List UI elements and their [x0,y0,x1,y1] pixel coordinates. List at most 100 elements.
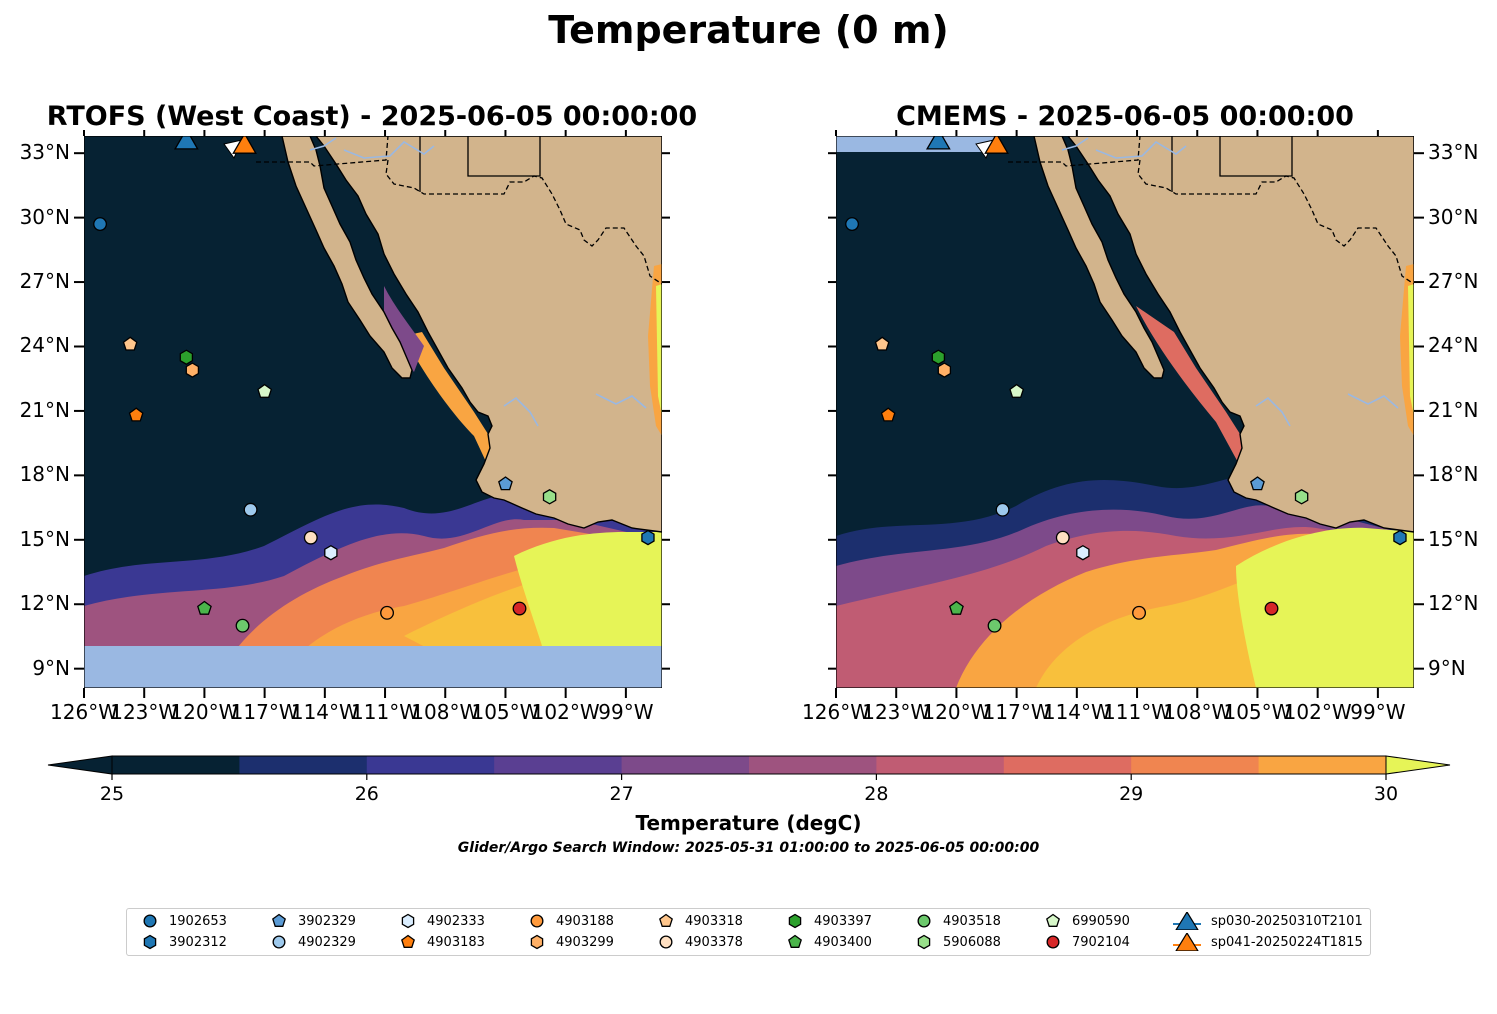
circle-marker-icon [917,914,931,928]
hexagon-marker-icon [143,934,157,950]
float-marker-4903299 [185,362,200,378]
float-marker-3902329 [1250,476,1265,491]
pentagon-glyph [1046,913,1060,927]
float-marker-5906088 [542,489,557,505]
glider-marker-sp030-20250310T2101 [925,136,951,150]
float-marker-4903299 [937,362,952,378]
float-marker-3902312 [1393,529,1407,546]
map-panel-rtofs[interactable] [84,136,662,688]
lon-tick-label-rtofs: 99°W [598,700,654,724]
colorbar-tick-label: 26 [355,783,379,805]
legend-item: 4903400 [786,933,872,951]
legend-label: 4903318 [685,913,743,929]
lat-tick-label-cmems: 15°N [1428,526,1479,551]
lon-tick-label-cmems: 102°W [1283,700,1352,724]
lon-tick-label-cmems: 123°W [862,700,931,724]
circle-marker-icon [530,914,544,928]
legend-label: 4903400 [814,934,872,950]
hexagon-glyph [788,913,802,929]
float-marker-7902104 [512,601,527,616]
circle-glyph [1046,935,1060,949]
lat-tick-label-cmems: 27°N [1428,269,1479,294]
legend-label: 4903518 [943,913,1001,929]
float-marker-4903378 [1055,530,1070,545]
circle-glyph [272,935,286,949]
lon-tick-label-rtofs: 105°W [471,700,540,724]
lon-tick-label-cmems: 126°W [802,700,870,724]
map-panel-cmems[interactable] [836,136,1414,688]
triangle-marker-icon [1173,933,1201,951]
float-marker-4903400 [949,600,964,615]
lat-tick-label-cmems: 21°N [1428,397,1479,422]
lon-tick-label-cmems: 99°W [1350,700,1406,724]
float-marker-4902329 [995,502,1010,517]
colorbar-tick-label: 29 [1119,783,1143,805]
float-marker-5906088 [1294,489,1309,505]
lon-tick-label-rtofs: 120°W [170,700,239,724]
colorbar-label: Temperature (degC) [635,811,862,835]
circle-glyph [917,914,931,928]
float-marker-4902333 [324,544,338,561]
legend-item: 4903518 [915,912,1001,930]
search-window-note: Glider/Argo Search Window: 2025-05-31 01… [457,840,1040,856]
figure-title: Temperature (0 m) [548,8,949,52]
hexagon-marker-icon [917,934,931,950]
legend-item: 4903378 [657,933,743,951]
pentagon-glyph [401,934,415,948]
pentagon-marker-icon [401,934,415,948]
legend-label: 7902104 [1072,934,1130,950]
lon-tick-label-rtofs: 102°W [531,700,600,724]
colorbar: 25 26 27 28 29 30 [47,755,1451,805]
circle-glyph [143,914,157,928]
legend-item: sp030-20250310T2101 [1173,912,1363,930]
legend-label: sp030-20250310T2101 [1211,913,1363,929]
legend-item: 3902312 [141,933,227,951]
legend-item: 7902104 [1044,933,1130,951]
legend-label: 4903188 [556,913,614,929]
float-marker-4903518 [987,618,1002,633]
colorbar-tick-label: 28 [864,783,888,805]
legend-label: 4903397 [814,913,872,929]
pentagon-marker-icon [788,934,802,948]
float-marker-6990590 [257,383,273,398]
circle-marker-icon [143,914,157,928]
lon-tick-label-rtofs: 123°W [110,700,179,724]
float-marker-4903318 [874,336,890,351]
legend-item: sp041-20250224T1815 [1173,933,1363,951]
circle-marker-icon [272,935,286,949]
lat-tick-label-cmems: 30°N [1428,204,1479,229]
lat-tick-label-cmems: 12°N [1428,591,1479,616]
panel-title-cmems: CMEMS - 2025-06-05 00:00:00 [896,101,1354,132]
hexagon-glyph [917,934,931,950]
float-marker-3902312 [641,529,655,546]
hexagon-glyph [530,934,544,950]
lon-tick-label-rtofs: 114°W [290,700,359,724]
legend-item: 4903183 [399,933,485,951]
pentagon-marker-icon [659,913,673,927]
glider-marker-sp041-20250224T1815 [232,136,257,154]
legend-item: 3902329 [270,912,356,930]
lat-tick-label-rtofs: 33°N [19,140,70,165]
legend-item: 4902329 [270,933,356,951]
lat-tick-label-cmems: 9°N [1428,655,1466,680]
legend-item: 4903299 [528,933,614,951]
glider-marker-sp030-20250310T2101 [173,136,199,150]
lat-tick-label-rtofs: 30°N [19,204,70,229]
lat-tick-label-rtofs: 18°N [19,462,70,487]
legend-label: 4903299 [556,934,614,950]
pentagon-glyph [788,934,802,948]
lat-tick-label-rtofs: 9°N [32,655,70,680]
lon-tick-label-rtofs: 111°W [351,700,419,724]
float-marker-1902653 [93,217,108,232]
legend-label: 4902333 [427,913,485,929]
legend-item: 6990590 [1044,912,1130,930]
legend-label: 4902329 [298,934,356,950]
pentagon-glyph [659,913,673,927]
lon-tick-label-cmems: 108°W [1163,700,1232,724]
float-marker-1902653 [845,217,860,232]
circle-glyph [530,914,544,928]
lat-tick-label-rtofs: 21°N [19,397,70,422]
float-marker-4903397 [179,349,194,365]
pentagon-marker-icon [1046,913,1060,927]
float-marker-7902104 [1264,601,1279,616]
